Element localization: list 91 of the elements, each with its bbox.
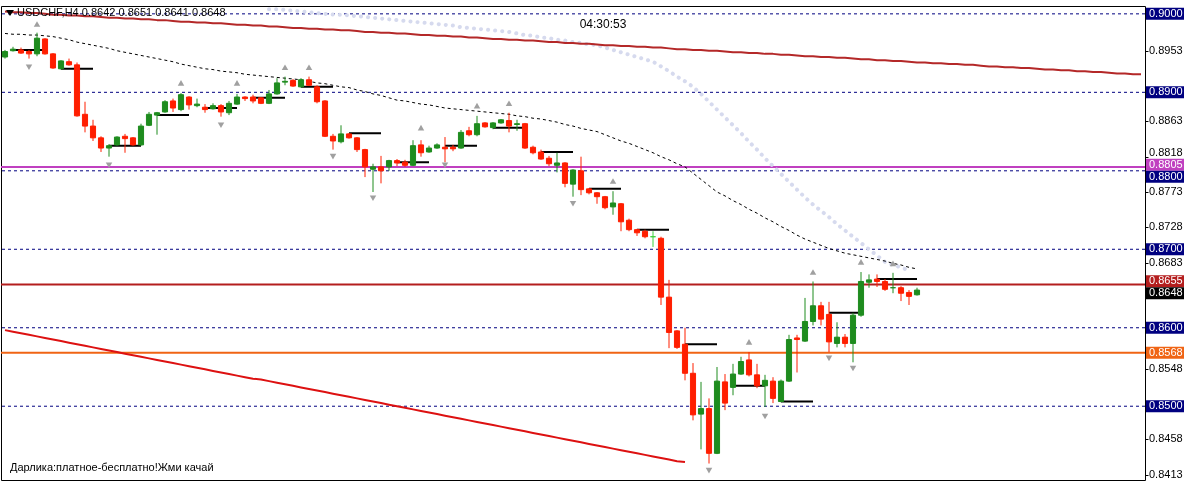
point	[505, 100, 513, 107]
candlestick	[33, 32, 41, 57]
candlestick	[865, 273, 873, 289]
candlestick	[561, 161, 569, 188]
candlestick	[417, 139, 425, 158]
candlestick	[473, 115, 481, 137]
candlestick	[817, 301, 825, 326]
ref-line-label: 0.8568	[1149, 345, 1183, 358]
ref-line-label: 0.9000	[1149, 6, 1183, 19]
candlestick	[905, 289, 913, 306]
y-tick-label: 0.8728	[1149, 220, 1183, 233]
candlestick	[801, 297, 809, 343]
point	[217, 122, 225, 129]
ref-line-label: 0.8700	[1149, 242, 1183, 255]
point	[889, 260, 897, 267]
candlestick	[673, 329, 681, 350]
annotation: 04:30:53	[579, 17, 627, 31]
candlestick	[569, 168, 577, 198]
candlestick	[89, 119, 97, 142]
ref-line-label: 0.8800	[1149, 169, 1183, 182]
ref-line-label: 0.8900	[1149, 85, 1183, 98]
ref-line-label: 0.8805	[1149, 157, 1183, 170]
candlestick	[361, 148, 369, 178]
candlestick	[833, 321, 841, 348]
candlestick	[337, 124, 345, 144]
point	[745, 339, 753, 345]
candlestick	[25, 49, 33, 60]
candlestick	[329, 133, 337, 151]
text: 0.8648	[1149, 286, 1183, 299]
point	[25, 64, 33, 71]
candlestick	[721, 373, 729, 411]
point	[305, 64, 313, 71]
candlestick	[369, 163, 377, 193]
candlestick	[457, 129, 465, 150]
candlestick	[809, 280, 817, 326]
candlestick	[577, 156, 585, 196]
annotation: Дарлика:платное-бесплатно!Жми качай	[10, 461, 214, 473]
candlestick	[873, 273, 881, 288]
candlestick	[137, 123, 145, 147]
point	[569, 200, 577, 207]
point	[281, 64, 289, 71]
candlestick	[209, 102, 217, 111]
y-tick-label: 0.8413	[1149, 467, 1183, 480]
candlestick	[769, 376, 777, 404]
candlestick	[753, 363, 761, 389]
line-series	[4, 329, 686, 463]
point	[329, 153, 337, 160]
candlestick	[201, 103, 209, 114]
candlestick	[841, 333, 849, 348]
candlestick	[897, 285, 905, 302]
candlestick	[729, 363, 737, 396]
candlestick	[609, 190, 617, 216]
ref-line-label: 0.8500	[1149, 399, 1183, 412]
point	[609, 178, 617, 184]
y-tick-label: 0.8683	[1149, 255, 1183, 268]
point	[369, 195, 377, 202]
candlestick	[505, 112, 513, 133]
candlestick	[793, 334, 801, 373]
point	[705, 467, 713, 474]
candlestick	[745, 351, 753, 377]
point	[849, 365, 857, 372]
point	[809, 269, 817, 275]
candlestick	[377, 155, 385, 184]
candlestick	[761, 374, 769, 408]
y-tick-label: 0.8773	[1149, 184, 1183, 197]
y-tick-label: 0.8458	[1149, 432, 1183, 445]
y-tick-label: 0.8863	[1149, 114, 1183, 127]
candlestick	[105, 143, 113, 158]
candlestick	[593, 191, 601, 205]
candlestick	[281, 76, 289, 86]
candlestick	[409, 139, 417, 167]
point	[177, 80, 185, 86]
candlestick	[513, 119, 521, 132]
candlestick	[81, 101, 89, 133]
candlestick	[737, 356, 745, 376]
y-tick-label: 0.8548	[1149, 361, 1183, 374]
candlestick	[697, 381, 705, 450]
point	[33, 21, 41, 27]
candlestick	[193, 98, 201, 108]
line-series	[4, 10, 1142, 76]
point	[233, 80, 241, 86]
y-tick-label: 0.8953	[1149, 43, 1183, 56]
candlestick	[617, 202, 625, 232]
candlestick	[313, 84, 321, 104]
candlestick	[177, 92, 185, 112]
y-tick-label: 0.8818	[1149, 145, 1183, 158]
point	[857, 259, 865, 265]
ref-line-label: 0.8600	[1149, 320, 1183, 333]
candlestick	[121, 133, 129, 154]
candlestick	[553, 152, 561, 173]
ref-line-label: 0.8655	[1149, 274, 1183, 287]
